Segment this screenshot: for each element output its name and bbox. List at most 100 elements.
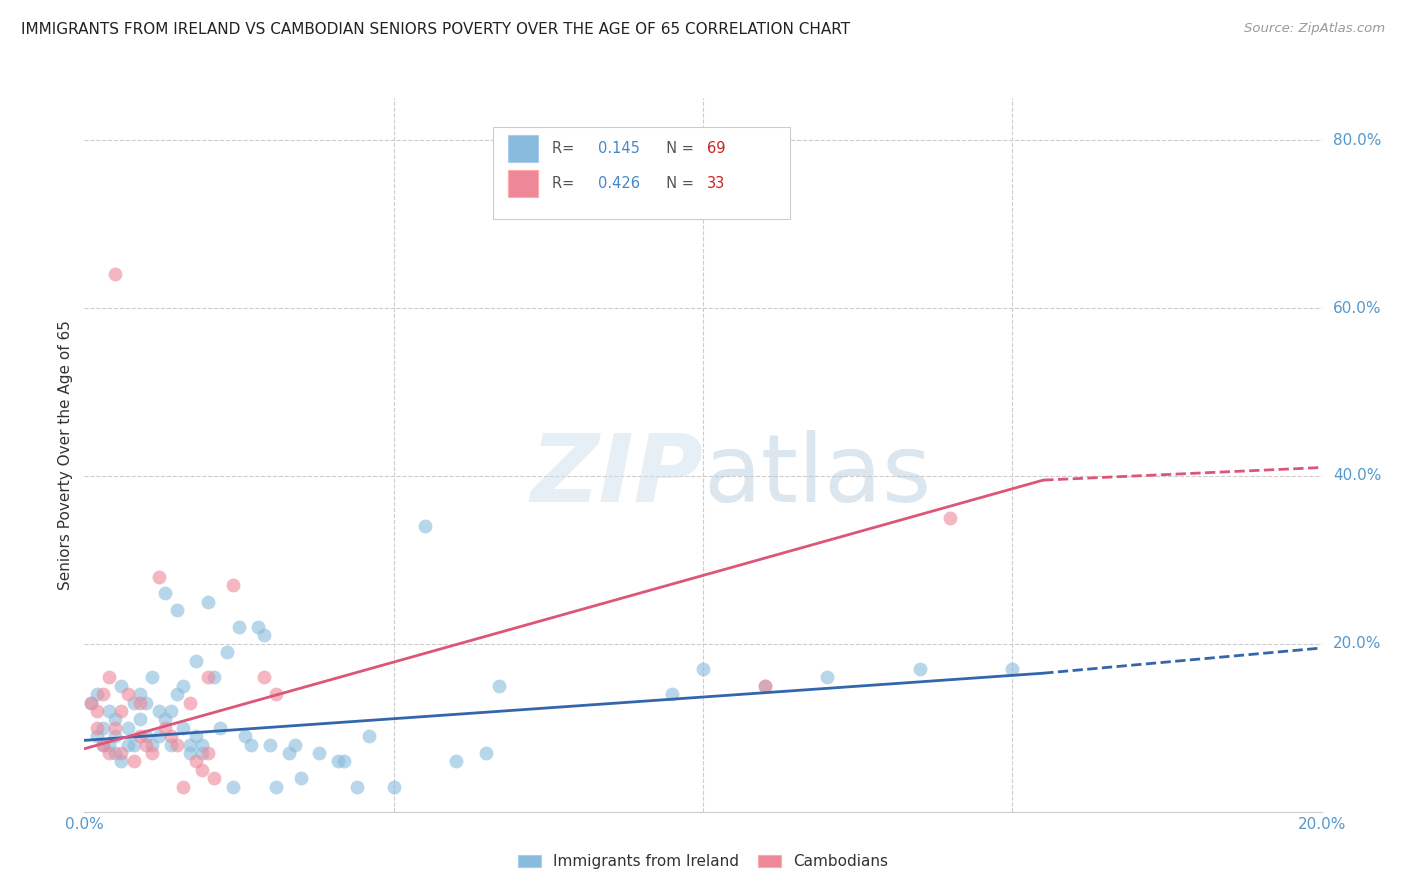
Point bbox=[179, 746, 201, 760]
Point bbox=[202, 670, 225, 684]
Point bbox=[129, 696, 152, 710]
Point bbox=[79, 696, 101, 710]
Point bbox=[382, 780, 405, 794]
Point bbox=[197, 746, 219, 760]
Point bbox=[135, 696, 157, 710]
Y-axis label: Seniors Poverty Over the Age of 65: Seniors Poverty Over the Age of 65 bbox=[58, 320, 73, 590]
Point bbox=[228, 620, 250, 634]
Point bbox=[86, 687, 108, 701]
FancyBboxPatch shape bbox=[492, 127, 790, 219]
Point bbox=[129, 687, 152, 701]
Point bbox=[91, 721, 114, 735]
Point bbox=[129, 712, 152, 726]
Point bbox=[284, 738, 307, 752]
Point bbox=[148, 704, 170, 718]
Point bbox=[98, 738, 121, 752]
Point bbox=[179, 738, 201, 752]
Point bbox=[166, 603, 188, 617]
Point bbox=[333, 755, 356, 769]
Text: IMMIGRANTS FROM IRELAND VS CAMBODIAN SENIORS POVERTY OVER THE AGE OF 65 CORRELAT: IMMIGRANTS FROM IRELAND VS CAMBODIAN SEN… bbox=[21, 22, 851, 37]
Point bbox=[110, 755, 132, 769]
Point bbox=[197, 595, 219, 609]
Point bbox=[290, 771, 312, 785]
Point bbox=[172, 679, 194, 693]
Point bbox=[253, 670, 276, 684]
Point bbox=[117, 738, 139, 752]
Text: atlas: atlas bbox=[703, 430, 931, 523]
Point bbox=[79, 696, 101, 710]
Point bbox=[98, 746, 121, 760]
Point bbox=[110, 746, 132, 760]
Point bbox=[117, 687, 139, 701]
Point bbox=[153, 721, 176, 735]
Point bbox=[908, 662, 931, 676]
Point bbox=[153, 586, 176, 600]
Point bbox=[141, 738, 163, 752]
Point bbox=[104, 729, 127, 743]
Text: ZIP: ZIP bbox=[530, 430, 703, 523]
Point bbox=[98, 670, 121, 684]
Point bbox=[754, 679, 776, 693]
Point bbox=[184, 755, 207, 769]
Point bbox=[413, 519, 436, 533]
Point bbox=[277, 746, 299, 760]
FancyBboxPatch shape bbox=[508, 170, 538, 197]
Point bbox=[191, 763, 214, 777]
Text: R=: R= bbox=[553, 177, 579, 191]
Point bbox=[692, 662, 714, 676]
Point bbox=[166, 687, 188, 701]
Point bbox=[110, 704, 132, 718]
Point bbox=[141, 670, 163, 684]
Text: 40.0%: 40.0% bbox=[1333, 468, 1381, 483]
Point bbox=[91, 738, 114, 752]
Point bbox=[197, 670, 219, 684]
Point bbox=[122, 696, 145, 710]
Point bbox=[179, 696, 201, 710]
Point bbox=[184, 654, 207, 668]
Point bbox=[172, 780, 194, 794]
Point bbox=[264, 780, 287, 794]
Point bbox=[148, 569, 170, 583]
Text: R=: R= bbox=[553, 141, 579, 155]
Point bbox=[86, 721, 108, 735]
Text: 80.0%: 80.0% bbox=[1333, 133, 1381, 147]
Point bbox=[444, 755, 467, 769]
Point bbox=[191, 746, 214, 760]
Point bbox=[222, 578, 245, 592]
Text: N =: N = bbox=[657, 177, 699, 191]
Point bbox=[326, 755, 349, 769]
Text: 0.145: 0.145 bbox=[598, 141, 640, 155]
FancyBboxPatch shape bbox=[508, 135, 538, 161]
Point bbox=[259, 738, 281, 752]
Point bbox=[153, 712, 176, 726]
Point bbox=[148, 729, 170, 743]
Point bbox=[91, 738, 114, 752]
Point bbox=[815, 670, 838, 684]
Text: 0.426: 0.426 bbox=[598, 177, 640, 191]
Point bbox=[209, 721, 232, 735]
Point bbox=[475, 746, 498, 760]
Point bbox=[191, 738, 214, 752]
Text: 69: 69 bbox=[707, 141, 725, 155]
Text: 20.0%: 20.0% bbox=[1333, 636, 1381, 651]
Point bbox=[240, 738, 263, 752]
Point bbox=[754, 679, 776, 693]
Point bbox=[246, 620, 269, 634]
Point bbox=[129, 729, 152, 743]
Point bbox=[135, 729, 157, 743]
Point bbox=[104, 721, 127, 735]
Point bbox=[233, 729, 256, 743]
Point bbox=[122, 738, 145, 752]
Point bbox=[160, 704, 183, 718]
Point bbox=[172, 721, 194, 735]
Point bbox=[110, 679, 132, 693]
Point bbox=[91, 687, 114, 701]
Text: Source: ZipAtlas.com: Source: ZipAtlas.com bbox=[1244, 22, 1385, 36]
Point bbox=[86, 704, 108, 718]
Point bbox=[160, 738, 183, 752]
Point bbox=[1001, 662, 1024, 676]
Text: 60.0%: 60.0% bbox=[1333, 301, 1381, 316]
Point bbox=[215, 645, 238, 659]
Point bbox=[86, 729, 108, 743]
Point bbox=[202, 771, 225, 785]
